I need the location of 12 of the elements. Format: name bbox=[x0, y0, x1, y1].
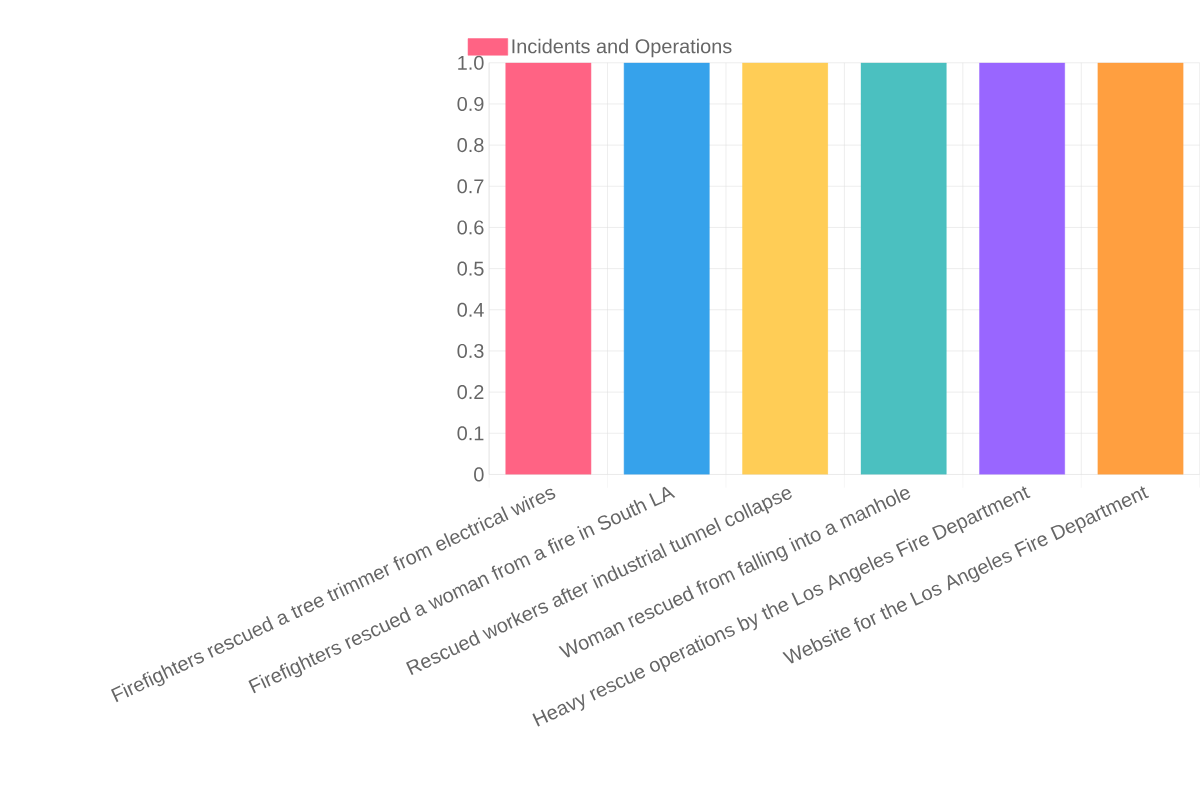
y-tick-label: 0.4 bbox=[457, 302, 484, 317]
y-tick-label: 0.7 bbox=[457, 179, 484, 194]
y-tick-label: 0.1 bbox=[457, 426, 484, 441]
y-tick-label: 0.5 bbox=[457, 261, 484, 276]
legend-label: Incidents and Operations bbox=[512, 38, 732, 58]
y-tick-label: 0.6 bbox=[457, 220, 484, 235]
y-tick-label: 0.8 bbox=[457, 137, 484, 152]
y-tick-label: 0 bbox=[474, 467, 484, 482]
y-tick-label: 1.0 bbox=[458, 55, 484, 70]
y-tick-label: 0.2 bbox=[457, 384, 484, 399]
y-tick-label: 0.9 bbox=[457, 96, 484, 111]
y-tick-label: 0.3 bbox=[457, 343, 484, 358]
